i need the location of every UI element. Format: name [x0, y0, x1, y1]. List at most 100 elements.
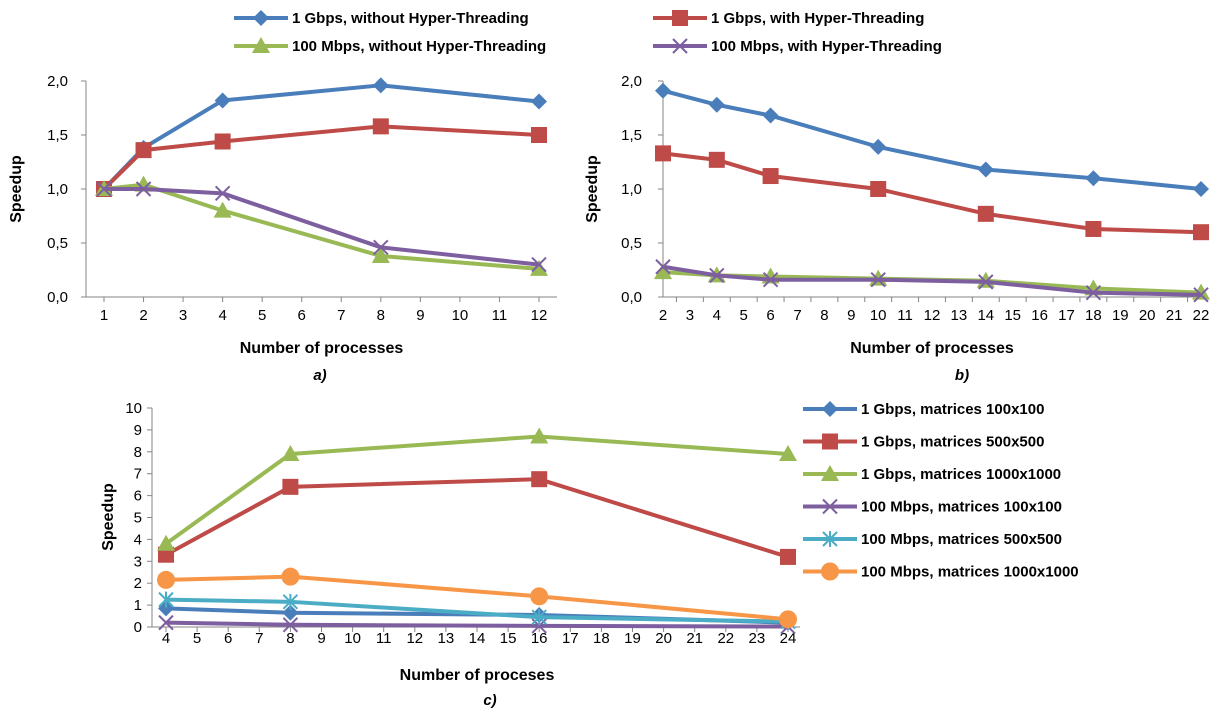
x-tick-label: 15	[500, 630, 517, 647]
x-tick-label: 19	[624, 630, 641, 647]
legend-label: 100 Mbps, with Hyper-Threading	[711, 38, 942, 55]
data-point	[779, 610, 797, 629]
legend-marker	[252, 37, 270, 53]
data-point	[135, 142, 152, 159]
x-tick-label: 4	[713, 307, 721, 324]
x-tick-label: 8	[286, 630, 294, 647]
data-point	[762, 272, 779, 288]
y-tick-label: 10	[125, 400, 142, 417]
legend-entry: 1 Gbps, matrices 1000x1000	[803, 465, 1061, 483]
legend-label: 1 Gbps, matrices 1000x1000	[861, 466, 1061, 483]
y-tick-label: 2,0	[621, 73, 642, 90]
data-point	[780, 548, 796, 565]
legend-marker	[253, 10, 269, 26]
data-point	[282, 617, 299, 633]
x-tick-label: 9	[317, 630, 325, 647]
y-tick-label: 0	[134, 619, 142, 636]
data-point	[870, 181, 887, 197]
x-tick-label: 7	[793, 307, 801, 324]
data-point	[372, 118, 389, 135]
series-line	[164, 434, 789, 546]
data-point	[978, 274, 994, 290]
series-line	[165, 620, 789, 629]
y-tick-label: 1,0	[47, 181, 68, 198]
y-tick-label: 2,0	[47, 73, 68, 90]
series-line	[102, 124, 540, 191]
data-point	[654, 263, 672, 280]
y-tick-label: 0,5	[47, 235, 68, 252]
series-line	[662, 151, 1202, 235]
data-point	[655, 82, 671, 99]
data-point	[281, 444, 300, 461]
data-point	[96, 181, 112, 197]
x-tick-label: 1	[100, 307, 108, 324]
x-tick-label: 17	[562, 630, 579, 647]
legend-label: 100 Mbps, matrices 100x100	[861, 499, 1062, 516]
y-tick-label: 1,5	[621, 127, 642, 144]
x-tick-label: 20	[655, 630, 672, 647]
data-point	[870, 138, 887, 155]
y-tick-label: 6	[134, 488, 142, 505]
data-point	[708, 151, 725, 168]
legend-entry: 100 Mbps, matrices 500x500	[803, 531, 1062, 548]
legend-label: 1 Gbps, without Hyper-Threading	[292, 10, 529, 27]
legend-entry: 100 Mbps, matrices 1000x1000	[803, 562, 1079, 581]
x-tick-label: 10	[452, 307, 469, 324]
series-line	[102, 83, 540, 191]
x-tick-label: 12	[531, 307, 548, 324]
data-point	[135, 181, 152, 197]
series-line	[165, 574, 789, 622]
data-point	[158, 591, 174, 608]
legend-entry: 1 Gbps, with Hyper-Threading	[653, 10, 924, 27]
chart-caption: c)	[483, 692, 496, 709]
x-tick-label: 22	[717, 630, 734, 647]
data-point	[655, 259, 671, 275]
data-point	[531, 256, 547, 273]
chart-a: 0,00,51,01,52,01 2 3 4 5 6 7 8 9 10 11 12SpeedupNum…	[8, 73, 557, 384]
data-point	[282, 478, 299, 495]
y-axis-title: Speedup	[100, 483, 117, 551]
y-tick-label: 0,0	[47, 289, 68, 306]
y-tick-label: 8	[134, 444, 142, 461]
data-point	[1085, 220, 1102, 237]
data-point	[762, 107, 779, 124]
legend-marker	[821, 465, 839, 481]
x-tick-label: 3	[179, 307, 187, 324]
data-point	[281, 567, 300, 586]
x-tick-label: 18	[593, 630, 610, 647]
x-tick-label: 5	[193, 630, 201, 647]
x-axis-title: Number of processes	[850, 340, 1014, 357]
x-tick-label: 8	[820, 307, 828, 324]
x-tick-label: 7	[337, 307, 345, 324]
x-tick-label: 18	[1085, 307, 1102, 324]
bottom-legend: 1 Gbps, matrices 100x100 1 Gbps, matrices…	[803, 401, 1079, 581]
y-tick-label: 0,0	[621, 289, 642, 306]
legend-label: 100 Mbps, matrices 1000x1000	[861, 564, 1079, 581]
x-tick-label: 20	[1139, 307, 1156, 324]
legend-marker	[822, 433, 838, 450]
top-legend: 1 Gbps, without Hyper-Threading 1 Gbps, w…	[234, 10, 942, 55]
x-tick-label: 11	[492, 307, 508, 324]
x-tick-label: 5	[740, 307, 748, 324]
x-tick-label: 2	[659, 307, 667, 324]
data-point	[1085, 170, 1102, 187]
x-tick-label: 11	[897, 307, 913, 324]
data-point	[709, 267, 725, 284]
legend-label: 1 Gbps, matrices 500x500	[861, 434, 1044, 451]
series-2	[95, 175, 548, 276]
x-tick-label: 7	[255, 630, 263, 647]
x-tick-label: 14	[469, 630, 486, 647]
x-tick-label: 15	[1004, 307, 1021, 324]
series-0	[96, 77, 547, 197]
y-axis-title: Speedup	[8, 155, 25, 223]
data-point	[977, 205, 994, 222]
data-point	[531, 609, 547, 626]
legend-entry: 1 Gbps, without Hyper-Threading	[234, 10, 529, 27]
x-tick-label: 14	[977, 307, 994, 324]
series-1	[96, 118, 547, 197]
y-tick-label: 0,5	[621, 235, 642, 252]
data-point	[371, 246, 390, 263]
y-tick-label: 3	[134, 553, 142, 570]
y-tick-label: 2	[134, 575, 142, 592]
